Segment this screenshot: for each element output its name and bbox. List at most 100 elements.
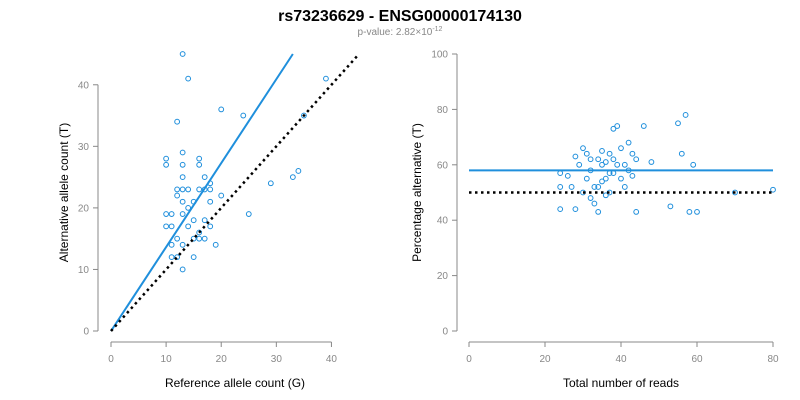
data-point — [201, 174, 208, 181]
subtitle-exponent: -12 — [432, 26, 442, 33]
data-point — [201, 235, 208, 242]
data-point — [633, 156, 640, 163]
data-point — [168, 254, 175, 261]
data-point — [196, 155, 203, 162]
chart-title: rs73236629 - ENSG00000174130 — [278, 8, 522, 25]
data-point — [179, 161, 186, 168]
data-point — [580, 145, 586, 152]
data-point — [572, 206, 579, 213]
reference-line — [110, 53, 360, 332]
data-point — [610, 156, 617, 163]
data-point — [174, 235, 181, 242]
data-point — [207, 186, 214, 193]
y-tick-label: 0 — [83, 327, 89, 338]
x-tick-label: 0 — [466, 354, 472, 365]
x-tick-label: 10 — [161, 354, 173, 365]
data-point — [629, 150, 636, 157]
x-axis-label: Reference allele count (G) — [165, 376, 305, 390]
y-tick-label: 40 — [78, 80, 90, 91]
data-point — [179, 198, 186, 205]
y-axis-label: Percentage alternative (T) — [410, 123, 424, 262]
data-point — [610, 125, 617, 132]
data-point — [163, 155, 170, 162]
data-point — [323, 75, 329, 82]
data-point — [690, 161, 697, 168]
data-point — [621, 184, 628, 190]
data-point — [174, 118, 181, 125]
data-point — [179, 174, 186, 181]
data-point — [179, 186, 186, 193]
data-point — [218, 192, 225, 199]
y-axis-label: Alternative allele count (T) — [57, 123, 71, 262]
data-point — [179, 241, 186, 248]
data-point — [190, 254, 197, 261]
subtitle-prefix: p-value: 2.82×10 — [358, 27, 433, 38]
data-point — [595, 208, 602, 215]
chart-subtitle: p-value: 2.82×10-12 — [358, 26, 443, 38]
y-tick-label: 60 — [437, 160, 449, 171]
data-point — [557, 184, 564, 190]
x-tick-label: 60 — [691, 354, 703, 365]
data-point — [576, 161, 583, 168]
y-tick-label: 30 — [78, 142, 90, 153]
data-point — [599, 178, 605, 185]
data-point — [163, 223, 170, 230]
data-point — [267, 180, 274, 187]
plot-1: 0 10 20 30 40 0 10 20 30 40 Reference allele count… — [57, 51, 360, 390]
data-point — [218, 106, 225, 113]
data-point — [289, 174, 296, 181]
y-tick-label: 20 — [437, 271, 449, 282]
data-point — [618, 175, 624, 182]
data-point — [606, 150, 613, 157]
data-point — [245, 211, 252, 217]
x-tick-label: 80 — [767, 354, 779, 365]
data-point — [557, 170, 564, 177]
data-point — [648, 159, 655, 165]
data-point — [185, 75, 192, 82]
data-point — [568, 184, 575, 190]
x-axis-label: Total number of reads — [563, 376, 679, 390]
data-point — [295, 168, 302, 174]
data-point — [185, 186, 192, 193]
data-point — [599, 148, 605, 154]
data-point — [207, 198, 214, 205]
plot-2: 0 20 40 60 80 0 20 40 60 80 100 Total number of rea… — [410, 50, 779, 391]
data-point — [179, 51, 186, 57]
data-point — [168, 211, 175, 217]
data-point — [196, 235, 203, 242]
data-point — [629, 172, 636, 179]
data-point — [694, 208, 700, 215]
data-point — [602, 192, 609, 199]
data-point — [595, 184, 602, 190]
data-point — [621, 161, 628, 168]
data-point — [595, 156, 602, 163]
data-point — [557, 206, 564, 213]
data-point — [633, 208, 640, 215]
data-point — [212, 241, 219, 248]
data-point — [179, 149, 186, 156]
y-tick-label: 80 — [437, 105, 449, 116]
data-point — [770, 186, 776, 193]
data-point — [572, 153, 579, 160]
data-point — [599, 161, 605, 168]
data-point — [583, 175, 590, 182]
y-tick-label: 10 — [78, 265, 90, 276]
x-tick-label: 20 — [216, 354, 228, 365]
data-point — [190, 235, 197, 242]
x-tick-label: 30 — [271, 354, 283, 365]
data-point — [587, 156, 594, 163]
data-point — [625, 139, 632, 146]
data-point — [174, 254, 181, 261]
data-point — [179, 266, 186, 273]
x-tick-label: 40 — [615, 354, 627, 365]
data-point — [196, 229, 203, 236]
data-point — [732, 189, 738, 196]
data-point — [591, 200, 598, 207]
fit-line — [110, 53, 294, 332]
data-point — [618, 145, 624, 152]
data-point — [583, 150, 590, 157]
data-point — [667, 203, 674, 210]
data-point — [675, 120, 681, 127]
data-point — [196, 186, 203, 193]
